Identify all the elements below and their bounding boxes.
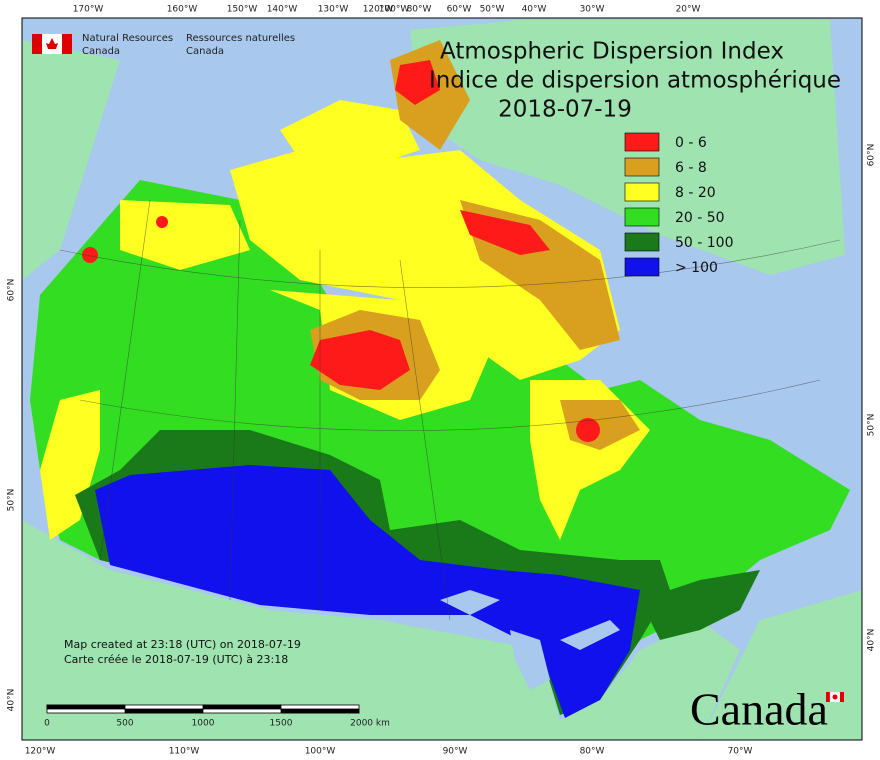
latitude-label: 40°N bbox=[867, 629, 877, 652]
footnote: Map created at 23:18 (UTC) on 2018-07-19 bbox=[64, 638, 301, 651]
latitude-label: 40°N bbox=[7, 689, 17, 712]
longitude-label: 50°W bbox=[480, 5, 505, 15]
agency-en: Natural Resources bbox=[82, 33, 173, 44]
agency-en: Canada bbox=[82, 46, 120, 57]
longitude-label: 70°W bbox=[728, 747, 753, 757]
longitude-label: 90°W bbox=[443, 747, 468, 757]
longitude-label: 20°W bbox=[676, 5, 701, 15]
graticule bbox=[59, 199, 841, 621]
agency-fr: Canada bbox=[186, 46, 224, 57]
longitude-label: 80°W bbox=[407, 5, 432, 15]
longitude-label: 100°W bbox=[379, 5, 410, 15]
longitude-label: 60°W bbox=[447, 5, 472, 15]
longitude-label: 100°W bbox=[305, 747, 336, 757]
longitude-label: 130°W bbox=[318, 5, 349, 15]
legend-label: 8 - 20 bbox=[675, 185, 716, 201]
scale-label: 500 bbox=[116, 719, 133, 729]
legend-swatch bbox=[624, 132, 660, 152]
latitude-label: 60°N bbox=[867, 144, 877, 167]
legend-label: 50 - 100 bbox=[675, 235, 734, 251]
index-zones bbox=[30, 40, 850, 718]
scale-label: 1500 bbox=[270, 719, 293, 729]
longitude-label: 150°W bbox=[227, 5, 258, 15]
title: Indice de dispersion atmosphérique bbox=[429, 68, 841, 94]
longitude-label: 170°W bbox=[73, 5, 104, 15]
scale-label: 1000 bbox=[192, 719, 215, 729]
legend-swatch bbox=[624, 182, 660, 202]
latitude-label: 60°N bbox=[7, 279, 17, 302]
legend-label: 6 - 8 bbox=[675, 160, 707, 176]
date: 2018-07-19 bbox=[498, 97, 632, 123]
map-frame bbox=[21, 17, 863, 741]
legend-swatch bbox=[624, 232, 660, 252]
legend-label: 20 - 50 bbox=[675, 210, 725, 226]
longitude-label: 40°W bbox=[522, 5, 547, 15]
longitude-label: 140°W bbox=[267, 5, 298, 15]
longitude-label: 110°W bbox=[169, 747, 200, 757]
longitude-label: 160°W bbox=[167, 5, 198, 15]
legend-swatch bbox=[624, 207, 660, 227]
scale-label: 2000 km bbox=[350, 719, 390, 729]
canada-wordmark: Canada bbox=[690, 684, 828, 735]
scale-bar bbox=[46, 704, 360, 714]
longitude-label: 120°W bbox=[363, 5, 394, 15]
longitude-label: 120°W bbox=[25, 747, 56, 757]
wordmark: Canada bbox=[690, 684, 844, 735]
legend-label: > 100 bbox=[675, 260, 718, 276]
nrcan-logo: Natural Resources Canada Ressources natu… bbox=[32, 33, 295, 57]
latitude-label: 50°N bbox=[867, 414, 877, 437]
latitude-label: 50°N bbox=[7, 489, 17, 512]
legend-label: 0 - 6 bbox=[675, 135, 707, 151]
footnote: Carte créée le 2018-07-19 (UTC) à 23:18 bbox=[64, 653, 288, 666]
legend-swatch bbox=[624, 157, 660, 177]
legend-swatch bbox=[624, 257, 660, 277]
agency-fr: Ressources naturelles bbox=[186, 33, 295, 44]
scale-label: 0 bbox=[44, 719, 50, 729]
title: Atmospheric Dispersion Index bbox=[440, 39, 784, 65]
longitude-label: 80°W bbox=[580, 747, 605, 757]
longitude-label: 30°W bbox=[580, 5, 605, 15]
